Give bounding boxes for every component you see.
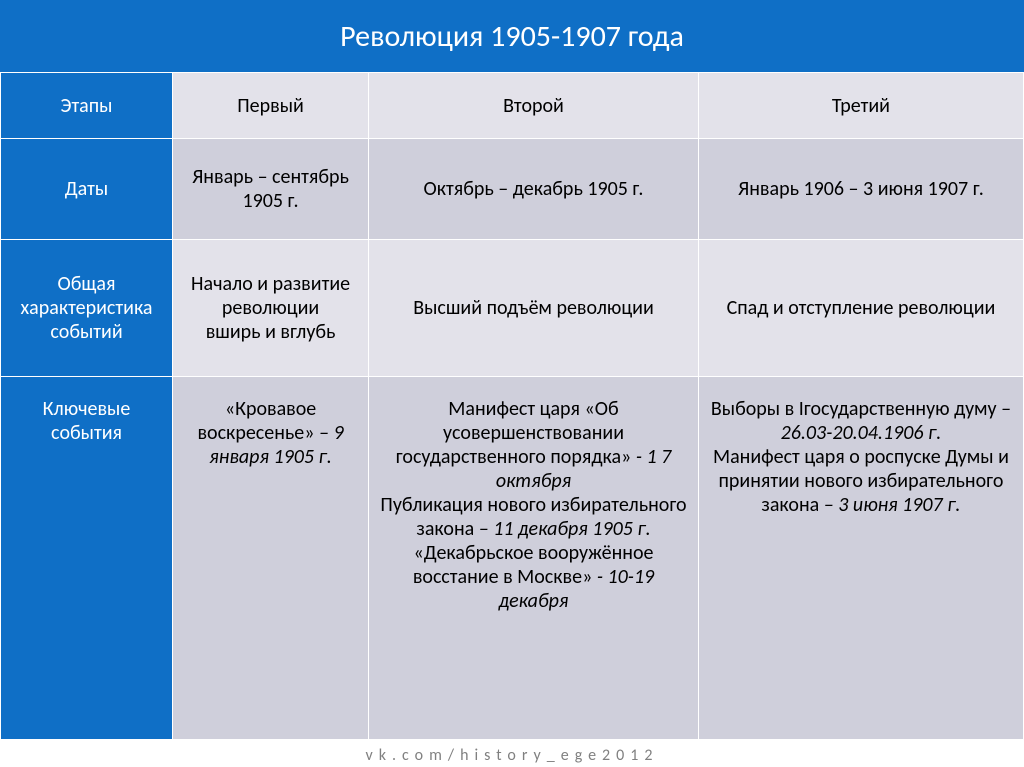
cell-key-1: «Кровавое воскресенье» – 9 января 1905 г… xyxy=(173,377,369,740)
cell-char-3: Спад и отступление революции xyxy=(698,240,1023,377)
cell-char-1: Начало и развитие революциивширь и вглуб… xyxy=(173,240,369,377)
rowhead-char: Общая характеристика событий xyxy=(1,240,173,377)
row-dates: Даты Январь – сентябрь 1905 г. Октябрь –… xyxy=(1,139,1024,240)
cell-stages-1: Первый xyxy=(173,73,369,139)
cell-stages-2: Второй xyxy=(369,73,699,139)
revolution-table: Этапы Первый Второй Третий Даты Январь –… xyxy=(0,72,1024,740)
title-text: Революция 1905-1907 года xyxy=(340,18,684,55)
rowhead-dates: Даты xyxy=(1,139,173,240)
cell-key-2: Манифест царя «Об усовершенствовании гос… xyxy=(369,377,699,740)
page-title: Революция 1905-1907 года xyxy=(0,0,1024,72)
row-char: Общая характеристика событий Начало и ра… xyxy=(1,240,1024,377)
cell-dates-2: Октябрь – декабрь 1905 г. xyxy=(369,139,699,240)
cell-dates-3: Январь 1906 – 3 июня 1907 г. xyxy=(698,139,1023,240)
cell-stages-3: Третий xyxy=(698,73,1023,139)
footer-credit: vk.com/history_ege2012 xyxy=(0,740,1024,767)
rowhead-stages: Этапы xyxy=(1,73,173,139)
row-stages: Этапы Первый Второй Третий xyxy=(1,73,1024,139)
rowhead-key: Ключевые события xyxy=(1,377,173,740)
cell-char-2: Высший подъём революции xyxy=(369,240,699,377)
cell-dates-1: Январь – сентябрь 1905 г. xyxy=(173,139,369,240)
cell-key-3: Выборы в Iгосударственную думу – 26.03-2… xyxy=(698,377,1023,740)
row-key: Ключевые события «Кровавое воскресенье» … xyxy=(1,377,1024,740)
